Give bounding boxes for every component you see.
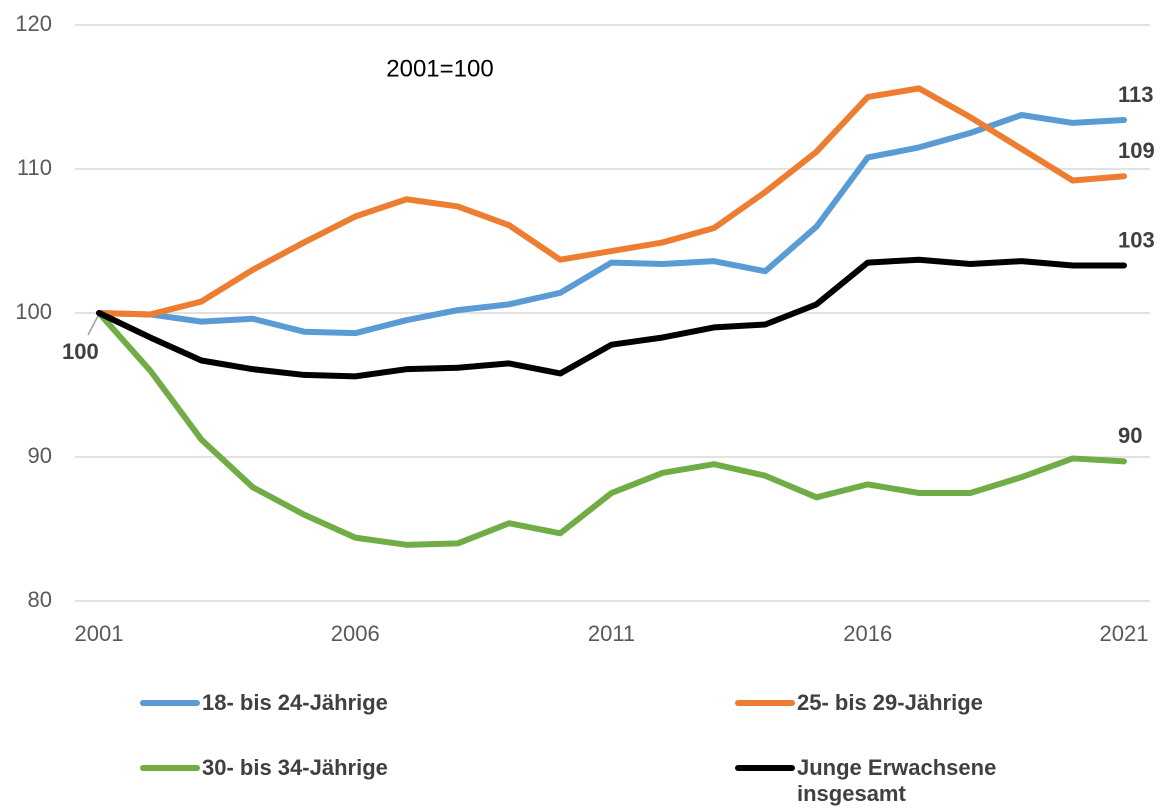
series-line — [96, 256, 1127, 380]
end-label: 90 — [1118, 423, 1142, 448]
legend-item: 25- bis 29-Jährige — [735, 690, 1047, 716]
series-line — [96, 310, 1127, 548]
subtitle: 2001=100 — [386, 55, 493, 82]
x-tick-label: 2006 — [331, 621, 380, 646]
y-tick-label: 80 — [28, 587, 52, 612]
leader-line — [87, 313, 100, 336]
legend-item: Junge Erwachsene insgesamt — [735, 755, 1047, 807]
legend-item: 18- bis 24-Jährige — [140, 690, 452, 716]
legend-swatch — [735, 700, 795, 706]
legend-label: Junge Erwachsene insgesamt — [797, 755, 997, 806]
x-tick-label: 2021 — [1100, 621, 1149, 646]
legend-label: 18- bis 24-Jährige — [202, 690, 388, 715]
y-tick-label: 100 — [15, 299, 52, 324]
series-line — [96, 112, 1127, 337]
legend-label: 30- bis 34-Jährige — [202, 755, 388, 780]
legend-swatch — [140, 765, 200, 771]
x-tick-label: 2016 — [843, 621, 892, 646]
legend-label: 25- bis 29-Jährige — [797, 690, 983, 715]
legend-swatch — [735, 765, 795, 771]
end-label: 113 — [1118, 82, 1154, 107]
y-tick-label: 110 — [17, 155, 52, 180]
end-label: 103 — [1118, 227, 1155, 252]
legend-swatch — [140, 700, 200, 706]
chart: 2001=100 100 80 90 100 110 120 2001 2006 2011 20… — [15, 11, 1155, 646]
legend-item: 30- bis 34-Jährige — [140, 755, 452, 781]
y-tick-label: 90 — [28, 443, 52, 468]
x-tick-label: 2011 — [588, 621, 635, 646]
series-line — [96, 85, 1127, 318]
x-tick-label: 2001 — [75, 621, 124, 646]
end-label: 109 — [1118, 138, 1155, 163]
y-tick-label: 120 — [15, 11, 52, 36]
start-label: 100 — [62, 339, 99, 364]
